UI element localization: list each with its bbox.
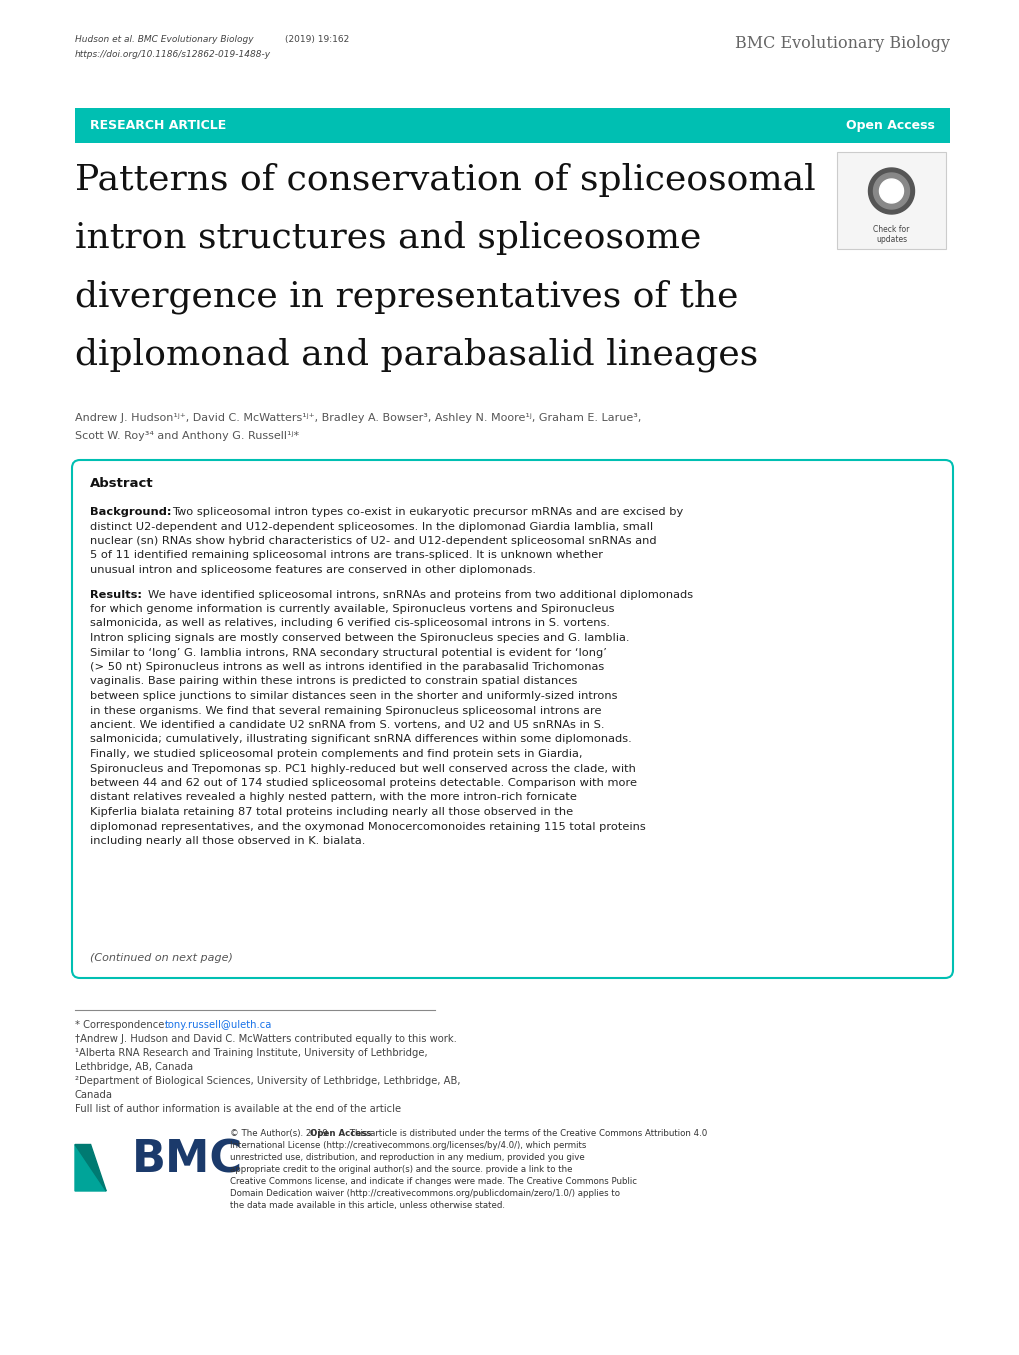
FancyBboxPatch shape [837,152,945,249]
Text: salmonicida, as well as relatives, including 6 verified cis-spliceosomal introns: salmonicida, as well as relatives, inclu… [90,618,609,629]
Text: between splice junctions to similar distances seen in the shorter and uniformly-: between splice junctions to similar dist… [90,691,616,701]
Text: (> 50 nt) Spironucleus introns as well as introns identified in the parabasalid : (> 50 nt) Spironucleus introns as well a… [90,663,603,672]
Text: divergence in representatives of the: divergence in representatives of the [75,279,738,313]
Text: Two spliceosomal intron types co-exist in eukaryotic precursor mRNAs and are exc: Two spliceosomal intron types co-exist i… [172,507,683,518]
Text: Lethbridge, AB, Canada: Lethbridge, AB, Canada [75,1062,193,1072]
Text: †Andrew J. Hudson and David C. McWatters contributed equally to this work.: †Andrew J. Hudson and David C. McWatters… [75,1034,457,1043]
Text: Similar to ‘long’ G. lamblia introns, RNA secondary structural potential is evid: Similar to ‘long’ G. lamblia introns, RN… [90,648,606,657]
Text: the data made available in this article, unless otherwise stated.: the data made available in this article,… [229,1201,504,1210]
Text: Abstract: Abstract [90,477,154,491]
Text: ¹Alberta RNA Research and Training Institute, University of Lethbridge,: ¹Alberta RNA Research and Training Insti… [75,1047,427,1058]
Polygon shape [872,173,909,209]
Polygon shape [75,1145,106,1191]
Text: appropriate credit to the original author(s) and the source. provide a link to t: appropriate credit to the original autho… [229,1165,572,1173]
Text: updates: updates [875,234,906,244]
Text: Canada: Canada [75,1089,113,1100]
Text: Creative Commons license, and indicate if changes were made. The Creative Common: Creative Commons license, and indicate i… [229,1177,637,1186]
Bar [75,108,949,144]
Text: distinct U2-dependent and U12-dependent spliceosomes. In the diplomonad Giardia : distinct U2-dependent and U12-dependent … [90,522,652,531]
Text: Open Access: Open Access [846,119,934,131]
Text: We have identified spliceosomal introns, snRNAs and proteins from two additional: We have identified spliceosomal introns,… [148,589,693,599]
Text: unrestricted use, distribution, and reproduction in any medium, provided you giv: unrestricted use, distribution, and repr… [229,1153,584,1163]
Text: Scott W. Roy³⁴ and Anthony G. Russell¹ʲ*: Scott W. Roy³⁴ and Anthony G. Russell¹ʲ* [75,431,299,440]
Text: distant relatives revealed a highly nested pattern, with the more intron-rich fo: distant relatives revealed a highly nest… [90,793,577,802]
Polygon shape [878,179,903,203]
Text: RESEARCH ARTICLE: RESEARCH ARTICLE [90,119,226,131]
Text: intron structures and spliceosome: intron structures and spliceosome [75,221,701,255]
Text: Hudson et al. BMC Evolutionary Biology: Hudson et al. BMC Evolutionary Biology [75,35,254,43]
Text: BMC Evolutionary Biology: BMC Evolutionary Biology [735,35,949,51]
Text: ancient. We identified a candidate U2 snRNA from S. vortens, and U2 and U5 snRNA: ancient. We identified a candidate U2 sn… [90,720,604,730]
Text: Finally, we studied spliceosomal protein complements and find protein sets in Gi: Finally, we studied spliceosomal protein… [90,749,582,759]
Text: Full list of author information is available at the end of the article: Full list of author information is avail… [75,1104,400,1114]
Text: Andrew J. Hudson¹ʲ⁺, David C. McWatters¹ʲ⁺, Bradley A. Bowser³, Ashley N. Moore¹: Andrew J. Hudson¹ʲ⁺, David C. McWatters¹… [75,413,641,423]
Text: Check for: Check for [872,225,909,234]
Text: Results:: Results: [90,589,142,599]
Text: (2019) 19:162: (2019) 19:162 [284,35,348,43]
Text: BMC: BMC [131,1138,243,1182]
Text: tony.russell@uleth.ca: tony.russell@uleth.ca [165,1020,272,1030]
Text: diplomonad representatives, and the oxymonad Monocercomonoides retaining 115 tot: diplomonad representatives, and the oxym… [90,821,645,832]
Text: Background:: Background: [90,507,171,518]
Text: ²Department of Biological Sciences, University of Lethbridge, Lethbridge, AB,: ²Department of Biological Sciences, Univ… [75,1076,460,1085]
Text: unusual intron and spliceosome features are conserved in other diplomonads.: unusual intron and spliceosome features … [90,565,535,575]
Text: for which genome information is currently available, Spironucleus vortens and Sp: for which genome information is currentl… [90,604,613,614]
Text: © The Author(s). 2019: © The Author(s). 2019 [229,1129,330,1138]
Text: This article is distributed under the terms of the Creative Commons Attribution : This article is distributed under the te… [346,1129,706,1138]
Text: vaginalis. Base pairing within these introns is predicted to constrain spatial d: vaginalis. Base pairing within these int… [90,676,577,687]
Text: Kipferlia bialata retaining 87 total proteins including nearly all those observe: Kipferlia bialata retaining 87 total pro… [90,808,573,817]
Text: Patterns of conservation of spliceosomal: Patterns of conservation of spliceosomal [75,163,815,196]
Text: * Correspondence:: * Correspondence: [75,1020,170,1030]
Text: (Continued on next page): (Continued on next page) [90,953,232,963]
Text: nuclear (sn) RNAs show hybrid characteristics of U2- and U12-dependent spliceoso: nuclear (sn) RNAs show hybrid characteri… [90,537,656,546]
Text: Spironucleus and Trepomonas sp. PC1 highly-reduced but well conserved across the: Spironucleus and Trepomonas sp. PC1 high… [90,763,635,774]
Text: in these organisms. We find that several remaining Spironucleus spliceosomal int: in these organisms. We find that several… [90,706,601,715]
Text: https://doi.org/10.1186/s12862-019-1488-y: https://doi.org/10.1186/s12862-019-1488-… [75,50,271,60]
Text: between 44 and 62 out of 174 studied spliceosomal proteins detectable. Compariso: between 44 and 62 out of 174 studied spl… [90,778,637,789]
Text: salmonicida; cumulatively, illustrating significant snRNA differences within som: salmonicida; cumulatively, illustrating … [90,734,631,744]
Text: diplomonad and parabasalid lineages: diplomonad and parabasalid lineages [75,337,757,371]
Text: Open Access: Open Access [310,1129,371,1138]
Text: Domain Dedication waiver (http://creativecommons.org/publicdomain/zero/1.0/) app: Domain Dedication waiver (http://creativ… [229,1188,620,1198]
Polygon shape [867,168,914,214]
Text: 5 of 11 identified remaining spliceosomal introns are trans-spliced. It is unkno: 5 of 11 identified remaining spliceosoma… [90,550,602,561]
FancyBboxPatch shape [72,459,952,978]
Text: Intron splicing signals are mostly conserved between the Spironucleus species an: Intron splicing signals are mostly conse… [90,633,629,644]
Text: including nearly all those observed in K. bialata.: including nearly all those observed in K… [90,836,365,846]
Polygon shape [75,1145,106,1191]
Text: International License (http://creativecommons.org/licenses/by/4.0/), which permi: International License (http://creativeco… [229,1141,586,1150]
